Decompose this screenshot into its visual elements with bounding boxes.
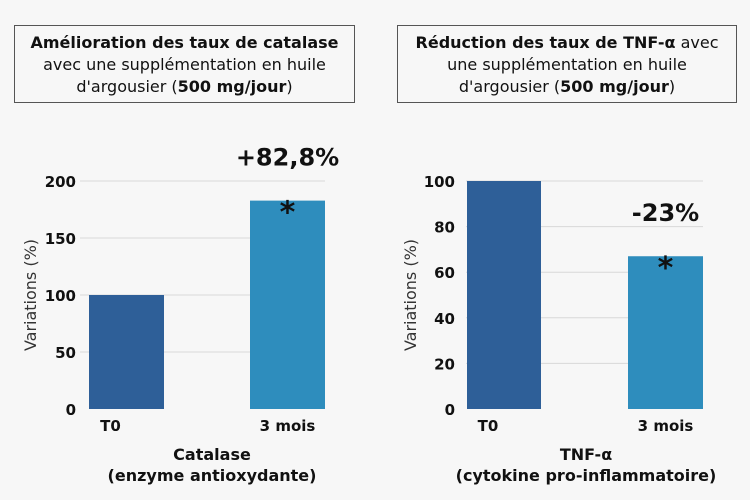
chart1-x-tick-label: T0 — [100, 417, 121, 435]
chart1-y-tick-label: 0 — [66, 401, 76, 419]
chart1-x-tick-label: 3 mois — [260, 417, 316, 435]
right-title-line3-post: ) — [668, 77, 676, 96]
chart1-y-tick-label: 200 — [45, 173, 76, 191]
right-title-line3-pre: d'argousier ( — [458, 77, 561, 96]
left-title-line3-pre: d'argousier ( — [76, 77, 178, 96]
left-title-line3-post: ) — [286, 77, 293, 96]
chart2-x-axis-sublabel: (cytokine pro-inflammatoire) — [456, 466, 717, 485]
chart2-y-tick-label: 20 — [434, 355, 455, 373]
chart1-x-axis-sublabel: (enzyme antioxydante) — [108, 466, 317, 485]
right-title-dose: 500 mg/jour — [560, 77, 669, 96]
chart1-bar-t0 — [89, 295, 164, 409]
chart1-y-tick-label: 150 — [45, 230, 76, 248]
chart2-y-tick-label: 100 — [424, 173, 455, 191]
chart1-x-axis-label: Catalase — [173, 445, 251, 464]
left-title-box: Amélioration des taux de catalase avec u… — [14, 25, 355, 103]
chart2-bar-t0 — [467, 181, 541, 409]
chart2-y-axis-label: Variations (%) — [401, 239, 420, 351]
chart2-significance-asterisk: * — [658, 251, 674, 286]
chart2-x-tick-label: 3 mois — [638, 417, 694, 435]
chart2-x-axis-label: TNF-α — [560, 445, 612, 464]
chart1-change-label: +82,8% — [236, 144, 339, 172]
left-title-line2: avec une supplémentation en huile — [43, 55, 326, 74]
right-title-bold: Réduction des taux de TNF-α — [415, 33, 676, 52]
left-title-bold: Amélioration des taux de catalase — [30, 33, 339, 52]
chart1-y-axis-label: Variations (%) — [21, 239, 40, 351]
chart2-x-tick-label: T0 — [478, 417, 499, 435]
right-title-box: Réduction des taux de TNF-α avec une sup… — [397, 25, 737, 103]
chart1-y-tick-label: 50 — [55, 344, 76, 362]
chart2-bar-3-mois — [628, 256, 703, 409]
chart2-y-tick-label: 80 — [434, 219, 455, 237]
chart1-bar-3-mois — [250, 200, 325, 409]
chart2-y-tick-label: 40 — [434, 310, 455, 328]
chart1-y-tick-label: 100 — [45, 287, 76, 305]
chart2-y-tick-label: 0 — [445, 401, 455, 419]
right-title-line2: une supplémentation en huile — [447, 55, 687, 74]
left-title-dose: 500 mg/jour — [177, 77, 287, 96]
right-title-line1-rest: avec — [675, 33, 719, 52]
chart1-significance-asterisk: * — [280, 196, 296, 231]
chart2-change-label: -23% — [632, 199, 699, 227]
chart2-y-tick-label: 60 — [434, 264, 455, 282]
